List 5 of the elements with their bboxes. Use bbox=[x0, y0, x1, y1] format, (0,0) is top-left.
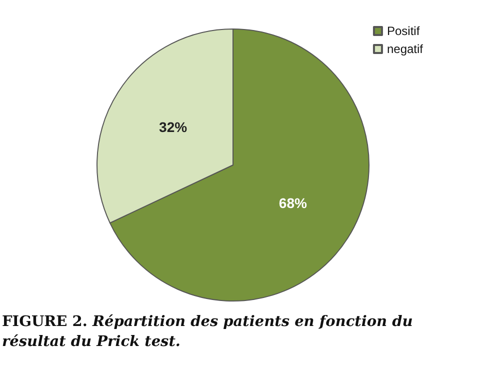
legend-label: Positif bbox=[386, 24, 420, 38]
data-label: 68% bbox=[278, 195, 308, 212]
legend-label: negatif bbox=[386, 42, 424, 56]
data-label: 32% bbox=[159, 118, 188, 135]
caption: FIGURE 2. Répartition des patients en fonction du résultat du Prick test. bbox=[2, 313, 413, 350]
